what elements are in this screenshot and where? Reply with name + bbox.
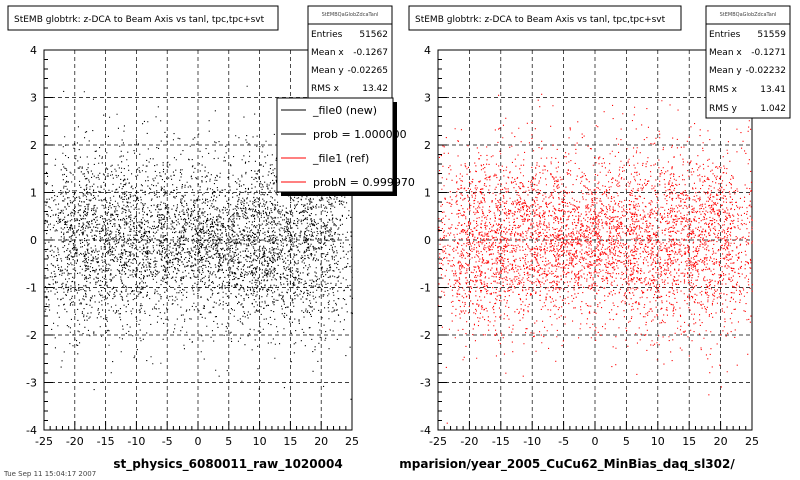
- right-points: [438, 93, 753, 424]
- right-stats-label-2: Mean y: [709, 66, 742, 76]
- x-tick-label-9: 20: [714, 435, 728, 448]
- left-stats-label-0: Entries: [311, 30, 343, 40]
- x-tick-label-2: -15: [97, 435, 115, 448]
- right-stats-label-3: RMS x: [709, 85, 738, 95]
- y-tick-label-6: 2: [30, 139, 37, 152]
- left-stats-value-2: -0.02265: [348, 66, 388, 76]
- right-x-axis-label: mparision/year_2005_CuCu62_MinBias_daq_s…: [399, 457, 735, 472]
- x-tick-label-6: 5: [623, 435, 630, 448]
- y-tick-label-4: 0: [424, 234, 431, 247]
- left-stats-label-3: RMS x: [311, 84, 340, 94]
- y-tick-label-1: -3: [420, 377, 431, 390]
- left-stats-value-3: 13.42: [362, 84, 388, 94]
- right-stats-label-1: Mean x: [709, 48, 742, 58]
- x-tick-label-1: -20: [460, 435, 478, 448]
- y-tick-label-2: -2: [420, 329, 431, 342]
- legend-label-3: probN = 0.999970: [313, 176, 415, 189]
- right-stats-title: StEMBQaGlobZdcaTanl: [720, 12, 777, 18]
- right-stats-label-0: Entries: [709, 30, 741, 40]
- x-tick-label-9: 20: [314, 435, 328, 448]
- y-tick-label-5: 1: [424, 187, 431, 200]
- x-tick-label-2: -15: [492, 435, 510, 448]
- y-tick-label-5: 1: [30, 187, 37, 200]
- x-tick-label-3: -10: [523, 435, 541, 448]
- x-tick-label-8: 15: [283, 435, 297, 448]
- y-tick-label-4: 0: [30, 234, 37, 247]
- right-stats-value-4: 1.042: [760, 104, 786, 114]
- y-tick-label-7: 3: [424, 92, 431, 105]
- left-stats-value-1: -0.1267: [353, 48, 388, 58]
- y-tick-label-0: -4: [26, 424, 37, 437]
- x-tick-label-5: 0: [592, 435, 599, 448]
- x-tick-label-10: 25: [345, 435, 359, 448]
- y-tick-label-2: -2: [26, 329, 37, 342]
- right-stats-label-4: RMS y: [709, 104, 738, 114]
- legend-label-1: prob = 1.000000: [313, 128, 407, 141]
- y-tick-label-8: 4: [424, 44, 431, 57]
- left-title-box: [7, 5, 279, 31]
- x-tick-label-1: -20: [66, 435, 84, 448]
- y-tick-label-1: -3: [26, 377, 37, 390]
- legend-label-2: _file1 (ref): [312, 152, 369, 165]
- y-tick-label-3: -1: [420, 282, 431, 295]
- x-tick-label-7: 10: [651, 435, 665, 448]
- x-tick-label-6: 5: [225, 435, 232, 448]
- y-tick-label-7: 3: [30, 92, 37, 105]
- left-stats-box: StEMBQaGlobZdcaTanl Entries 51562 Mean x…: [307, 5, 393, 99]
- y-tick-label-3: -1: [26, 282, 37, 295]
- right-stats-value-1: -0.1271: [751, 48, 786, 58]
- left-x-axis-label: st_physics_6080011_raw_1020004: [113, 457, 342, 472]
- x-tick-label-4: -5: [162, 435, 173, 448]
- y-tick-label-6: 2: [424, 139, 431, 152]
- x-tick-label-8: 15: [682, 435, 696, 448]
- left-stats-value-0: 51562: [359, 30, 388, 40]
- x-tick-label-7: 10: [253, 435, 267, 448]
- left-grid: [44, 50, 352, 430]
- x-tick-label-5: 0: [195, 435, 202, 448]
- right-stats-box: StEMBQaGlobZdcaTanl Entries 51559 Mean x…: [705, 5, 791, 119]
- left-stats-label-2: Mean y: [311, 66, 344, 76]
- x-tick-label-0: -25: [429, 435, 447, 448]
- right-stats-value-2: -0.02232: [746, 66, 786, 76]
- scatter-points-1: [438, 93, 753, 424]
- legend-label-0: _file0 (new): [312, 104, 377, 117]
- left-stats-title: StEMBQaGlobZdcaTanl: [322, 12, 379, 18]
- footer-timestamp: Tue Sep 11 15:04:17 2007: [3, 470, 96, 478]
- x-tick-label-3: -10: [127, 435, 145, 448]
- legend-box: _file0 (new) prob = 1.000000 _file1 (ref…: [276, 97, 415, 196]
- right-stats-value-3: 13.41: [760, 85, 786, 95]
- x-tick-label-4: -5: [558, 435, 569, 448]
- x-tick-label-0: -25: [35, 435, 53, 448]
- y-tick-label-8: 4: [30, 44, 37, 57]
- right-stats-value-0: 51559: [757, 30, 786, 40]
- right-title-box: [408, 5, 682, 31]
- left-title: StEMB globtrk: z-DCA to Beam Axis vs tan…: [14, 15, 265, 25]
- left-stats-label-1: Mean x: [311, 48, 344, 58]
- right-title: StEMB globtrk: z-DCA to Beam Axis vs tan…: [415, 15, 666, 25]
- x-tick-label-10: 25: [745, 435, 759, 448]
- y-tick-label-0: -4: [420, 424, 431, 437]
